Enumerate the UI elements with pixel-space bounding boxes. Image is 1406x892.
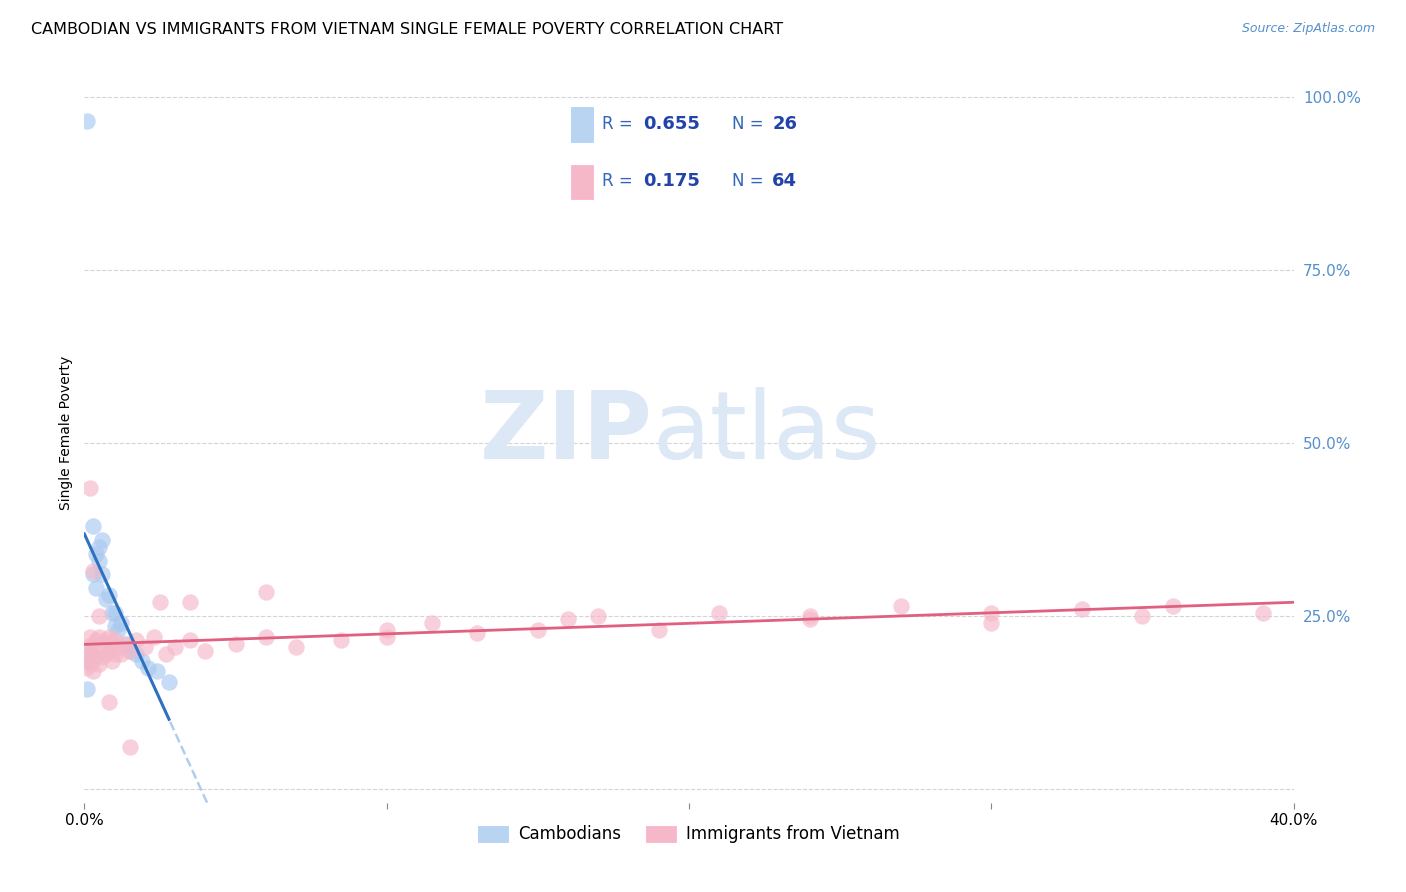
Point	[254, 584, 277, 599]
Point	[134, 640, 156, 654]
Point	[79, 481, 101, 495]
Point	[118, 643, 141, 657]
Point	[97, 630, 120, 644]
Point	[179, 595, 201, 609]
Point	[86, 582, 108, 596]
Point	[118, 643, 141, 657]
Point	[107, 623, 129, 637]
Point	[82, 637, 104, 651]
Point	[155, 647, 177, 661]
Point	[91, 567, 114, 582]
Point	[131, 654, 153, 668]
Point	[194, 643, 217, 657]
Point	[799, 609, 821, 624]
Point	[110, 615, 132, 630]
Point	[79, 630, 101, 644]
Point	[375, 623, 398, 637]
Point	[330, 633, 353, 648]
Point	[82, 665, 104, 679]
Point	[136, 661, 159, 675]
Y-axis label: Single Female Poverty: Single Female Poverty	[59, 356, 73, 509]
Point	[76, 661, 98, 675]
Point	[588, 609, 610, 624]
Point	[799, 612, 821, 626]
Point	[285, 640, 308, 654]
Point	[125, 647, 148, 661]
Point	[86, 547, 108, 561]
Point	[79, 654, 101, 668]
Point	[527, 623, 550, 637]
Point	[1130, 609, 1153, 624]
Point	[97, 588, 120, 602]
Point	[97, 643, 120, 657]
Point	[980, 615, 1002, 630]
Point	[118, 740, 141, 755]
Point	[104, 619, 127, 633]
Point	[94, 633, 117, 648]
Point	[100, 637, 122, 651]
Point	[82, 647, 104, 661]
Point	[125, 633, 148, 648]
Point	[86, 633, 108, 648]
Point	[254, 630, 277, 644]
Point	[76, 114, 98, 128]
Point	[149, 595, 172, 609]
Legend: Cambodians, Immigrants from Vietnam: Cambodians, Immigrants from Vietnam	[471, 819, 907, 850]
Point	[467, 626, 489, 640]
Point	[100, 606, 122, 620]
Point	[86, 650, 108, 665]
Point	[557, 612, 579, 626]
Point	[1161, 599, 1184, 613]
Point	[76, 640, 98, 654]
Point	[94, 591, 117, 606]
Point	[146, 665, 169, 679]
Point	[79, 643, 101, 657]
Point	[980, 606, 1002, 620]
Text: CAMBODIAN VS IMMIGRANTS FROM VIETNAM SINGLE FEMALE POVERTY CORRELATION CHART: CAMBODIAN VS IMMIGRANTS FROM VIETNAM SIN…	[31, 22, 783, 37]
Point	[375, 630, 398, 644]
Point	[157, 674, 180, 689]
Point	[179, 633, 201, 648]
Point	[142, 630, 165, 644]
Point	[82, 519, 104, 533]
Point	[89, 630, 111, 644]
Point	[97, 696, 120, 710]
Point	[89, 657, 111, 672]
Point	[104, 647, 127, 661]
Point	[91, 650, 114, 665]
Point	[107, 640, 129, 654]
Point	[89, 540, 111, 554]
Point	[100, 654, 122, 668]
Point	[89, 609, 111, 624]
Point	[76, 681, 98, 696]
Point	[104, 633, 127, 648]
Point	[709, 606, 731, 620]
Point	[110, 647, 132, 661]
Text: atlas: atlas	[652, 386, 882, 479]
Point	[104, 606, 127, 620]
Point	[89, 554, 111, 568]
Point	[115, 637, 138, 651]
Point	[94, 647, 117, 661]
Point	[79, 647, 101, 661]
Point	[1253, 606, 1275, 620]
Point	[420, 615, 443, 630]
Point	[79, 657, 101, 672]
Point	[82, 567, 104, 582]
Point	[76, 654, 98, 668]
Point	[648, 623, 671, 637]
Point	[890, 599, 912, 613]
Point	[91, 533, 114, 547]
Text: Source: ZipAtlas.com: Source: ZipAtlas.com	[1241, 22, 1375, 36]
Text: ZIP: ZIP	[479, 386, 652, 479]
Point	[91, 637, 114, 651]
Point	[225, 637, 247, 651]
Point	[165, 640, 187, 654]
Point	[1071, 602, 1094, 616]
Point	[112, 637, 135, 651]
Point	[82, 564, 104, 578]
